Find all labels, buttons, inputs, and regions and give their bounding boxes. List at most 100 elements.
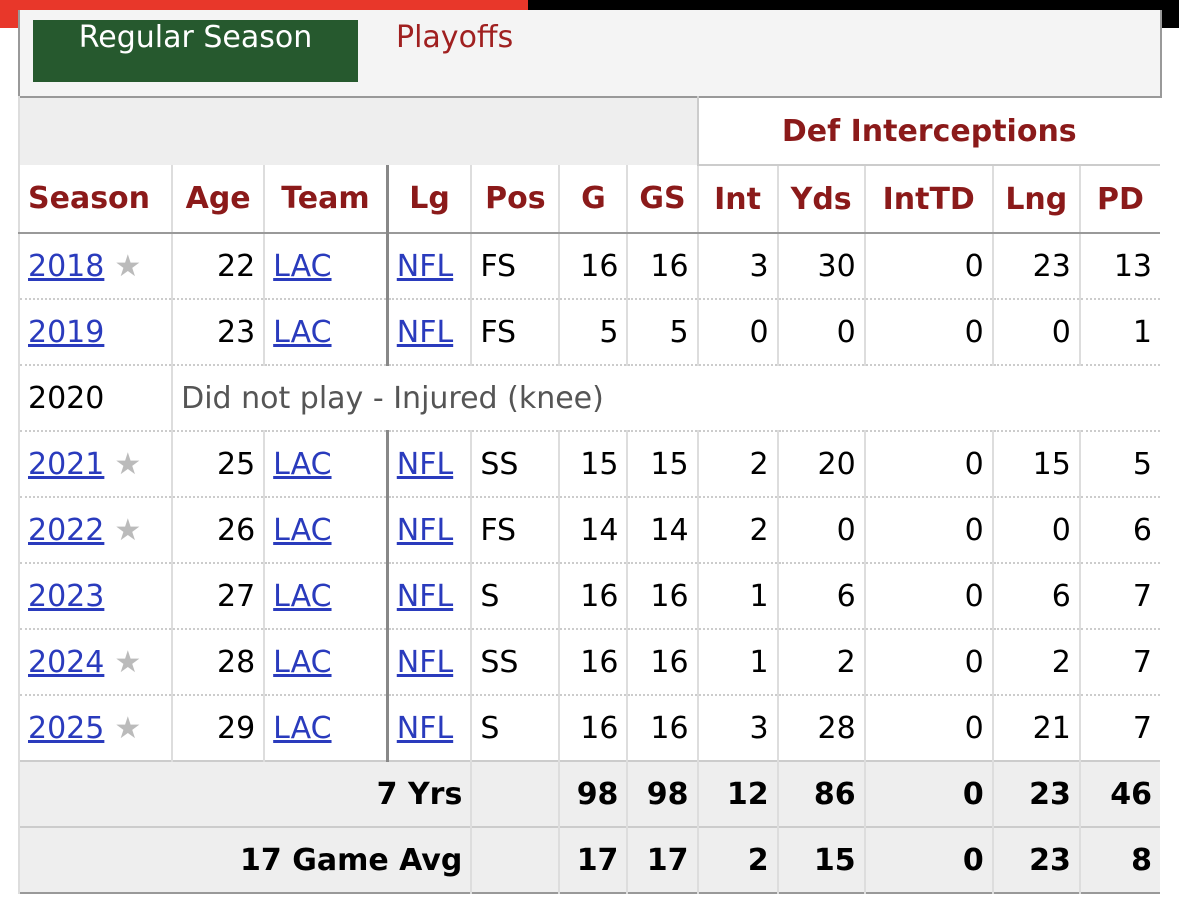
cell: NFL (385, 496, 472, 563)
cell: 7 (1078, 562, 1160, 629)
cell: 23 (991, 760, 1080, 827)
tab[interactable]: Regular Season (33, 20, 358, 82)
cell: 17 (558, 826, 628, 893)
cell: 16 (558, 628, 628, 695)
tab[interactable]: Playoffs (396, 20, 514, 55)
cell: 16 (558, 694, 628, 761)
link[interactable]: NFL (396, 512, 454, 548)
data-row: 2018 ★ 22 LAC NFL FS 16 16 3 30 0 23 13 (17, 232, 1160, 299)
cell: 21 (991, 694, 1080, 761)
cell: 0 (991, 496, 1080, 563)
link[interactable]: 2023 (28, 578, 105, 614)
column-header: Season (17, 165, 173, 234)
cell: 16 (626, 628, 698, 695)
cell: LAC (263, 562, 388, 629)
link[interactable]: NFL (396, 446, 454, 482)
link[interactable]: 2024 (28, 644, 105, 680)
cell: SS (470, 628, 560, 695)
cell: 0 (696, 298, 778, 365)
cell: 25 (171, 430, 265, 497)
column-header: Team (263, 165, 388, 234)
link[interactable]: 2021 (28, 446, 105, 482)
footer-row: 17 Game Avg 17 17 2 15 0 23 8 (17, 826, 1160, 893)
data-row: 2019 23 LAC NFL FS 5 5 0 0 0 0 1 (17, 298, 1160, 365)
column-header: Lng (991, 165, 1080, 234)
cell: 28 (776, 694, 865, 761)
link[interactable]: NFL (396, 710, 454, 746)
column-header: Yds (776, 165, 865, 234)
column-header: Lg (385, 165, 472, 234)
cell: 46 (1078, 760, 1160, 827)
cell: 5 (558, 298, 628, 365)
cell: 1 (1078, 298, 1160, 365)
cell: 0 (863, 496, 993, 563)
link[interactable]: NFL (396, 578, 454, 614)
data-row: 2023 27 LAC NFL S 16 16 1 6 0 6 7 (17, 562, 1160, 629)
cell: 2023 (17, 562, 173, 629)
cell: 23 (991, 826, 1080, 893)
link[interactable]: 2019 (28, 314, 105, 350)
cell: 3 (696, 694, 778, 761)
cell: 86 (776, 760, 865, 827)
link[interactable]: LAC (273, 248, 332, 284)
column-header: PD (1078, 165, 1160, 234)
link[interactable]: LAC (273, 578, 332, 614)
cell: 5 (1078, 430, 1160, 497)
cell: 7 (1078, 694, 1160, 761)
cell: 2 (991, 628, 1080, 695)
link[interactable]: LAC (273, 644, 332, 680)
cell: 2020 (17, 364, 173, 431)
cell: 5 (626, 298, 698, 365)
cell: 15 (776, 826, 865, 893)
cell: 27 (171, 562, 265, 629)
footer-label: 17 Game Avg (17, 826, 472, 893)
note: Did not play - Injured (knee) (171, 364, 1160, 431)
cell: 6 (776, 562, 865, 629)
column-header: GS (626, 165, 698, 234)
column-header: Age (171, 165, 265, 234)
cell: S (470, 694, 560, 761)
link[interactable]: LAC (273, 314, 332, 350)
cell: 26 (171, 496, 265, 563)
header-row: Season Age Team Lg Pos G GS Int Yds IntTD Lng PD (17, 165, 1160, 234)
cell: 23 (991, 232, 1080, 299)
cell: 12 (696, 760, 778, 827)
cell: 0 (776, 496, 865, 563)
link[interactable]: NFL (396, 644, 454, 680)
cell: S (470, 562, 560, 629)
cell: FS (470, 298, 560, 365)
star-icon: ★ (114, 248, 142, 284)
cell (470, 760, 560, 827)
cell: 16 (626, 694, 698, 761)
cell: 0 (863, 694, 993, 761)
link[interactable]: NFL (396, 314, 454, 350)
cell: 8 (1078, 826, 1160, 893)
cell: 14 (558, 496, 628, 563)
column-header: IntTD (863, 165, 993, 234)
cell: 0 (863, 430, 993, 497)
column-header: Pos (470, 165, 560, 234)
star-icon: ★ (114, 710, 142, 746)
link[interactable]: LAC (273, 512, 332, 548)
cell: 0 (863, 562, 993, 629)
link[interactable]: LAC (273, 446, 332, 482)
cell: 15 (558, 430, 628, 497)
link[interactable]: 2025 (28, 710, 105, 746)
footer-row: 7 Yrs 98 98 12 86 0 23 46 (17, 760, 1160, 827)
cell: 23 (171, 298, 265, 365)
cell: SS (470, 430, 560, 497)
cell: LAC (263, 430, 388, 497)
cell (470, 826, 560, 893)
data-row: 2021 ★ 25 LAC NFL SS 15 15 2 20 0 15 5 (17, 430, 1160, 497)
cell: 6 (991, 562, 1080, 629)
cell: 16 (558, 562, 628, 629)
cell: 16 (626, 562, 698, 629)
link[interactable]: NFL (396, 248, 454, 284)
link[interactable]: 2018 (28, 248, 105, 284)
link[interactable]: LAC (273, 710, 332, 746)
link[interactable]: 2022 (28, 512, 105, 548)
cell: 2 (696, 430, 778, 497)
group-header-row: Def Interceptions (18, 97, 1160, 166)
cell: 2 (776, 628, 865, 695)
